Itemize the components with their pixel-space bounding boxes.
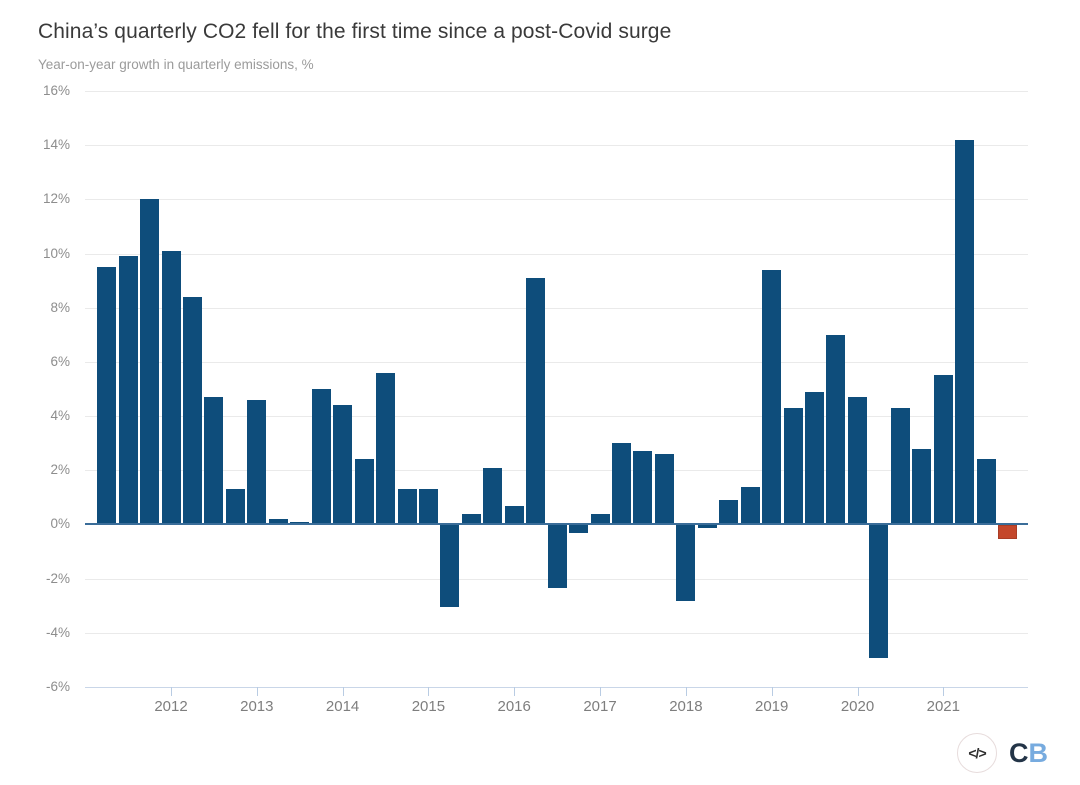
bar-2013-q3 — [311, 389, 331, 525]
bar-2017-q1 — [611, 443, 631, 525]
bar-2014-q2 — [376, 372, 395, 525]
bar-2014-q1 — [354, 459, 374, 525]
bar-2020-q1 — [869, 525, 889, 659]
bar-2016-q3 — [569, 525, 588, 534]
bar-2015-q4 — [504, 505, 524, 525]
bar-2011-q1 — [97, 267, 117, 525]
chart-footer: </> CB — [957, 733, 1048, 773]
x-tick-2015 — [428, 687, 430, 696]
y-gridline-14 — [85, 145, 1028, 147]
x-axis-label-2021: 2021 — [926, 698, 960, 715]
zero-axis-line — [85, 523, 1028, 526]
bar-2019-q4 — [847, 397, 867, 525]
x-tick-2013 — [256, 687, 258, 696]
bar-2018-q3 — [740, 486, 760, 525]
x-tick-2020 — [857, 687, 859, 696]
x-tick-2017 — [600, 687, 601, 696]
y-axis-label--4: -4% — [45, 624, 70, 640]
embed-code-icon[interactable]: </> — [957, 733, 997, 773]
bar-2013-q2 — [290, 521, 310, 525]
y-gridline-2 — [85, 470, 1028, 472]
y-axis-label-8: 8% — [50, 299, 70, 315]
bar-2018-q2 — [719, 500, 739, 525]
bar-2014-q3 — [397, 489, 417, 525]
bar-2017-q3 — [654, 454, 674, 525]
y-axis-label-0: 0% — [50, 516, 70, 532]
y-gridline-16 — [85, 91, 1028, 92]
bar-2014-q4 — [418, 489, 438, 525]
x-axis-label-2013: 2013 — [240, 698, 274, 715]
bar-2011-q2 — [118, 256, 138, 525]
chart-subtitle: Year-on-year growth in quarterly emissio… — [38, 57, 314, 72]
y-axis-label--2: -2% — [45, 570, 70, 586]
bar-2011-q3 — [140, 199, 160, 525]
logo-letter-b: B — [1028, 738, 1049, 768]
x-axis-label-2012: 2012 — [154, 698, 188, 715]
bar-2019-q2 — [805, 391, 824, 525]
x-tick-2014 — [342, 687, 344, 696]
bar-2012-q3 — [225, 489, 245, 525]
y-gridline-10 — [85, 253, 1028, 255]
bar-2020-q3 — [912, 448, 932, 525]
x-axis-label-2017: 2017 — [583, 698, 617, 715]
bar-2019-q3 — [826, 334, 846, 525]
bar-2013-q4 — [333, 405, 353, 525]
x-tick-2019 — [771, 687, 773, 696]
bar-2017-q2 — [633, 451, 653, 525]
y-gridline-12 — [85, 199, 1028, 201]
bar-2021-q1 — [955, 139, 975, 525]
y-axis-label--6: -6% — [45, 679, 70, 694]
x-tick-2021 — [943, 687, 945, 696]
bar-2015-q3 — [483, 467, 503, 525]
bar-2012-q4 — [247, 399, 267, 525]
y-axis-label-4: 4% — [50, 408, 70, 424]
bar-2011-q4 — [161, 250, 181, 525]
y-gridline-8 — [85, 307, 1028, 309]
bar-2018-q1 — [697, 525, 717, 529]
y-axis-label-14: 14% — [42, 137, 70, 153]
chart-title: China’s quarterly CO2 fell for the first… — [38, 20, 672, 43]
y-gridline--6 — [85, 687, 1028, 688]
x-axis-label-2016: 2016 — [497, 698, 531, 715]
y-gridline-6 — [85, 361, 1028, 363]
bar-2016-q1 — [526, 277, 546, 525]
bar-2017-q4 — [676, 525, 696, 602]
bar-2021-q2 — [976, 459, 996, 525]
y-axis-label-12: 12% — [42, 191, 70, 207]
x-axis-label-2014: 2014 — [325, 698, 360, 715]
x-axis-label-2018: 2018 — [669, 698, 703, 715]
bar-2016-q4 — [590, 513, 610, 525]
y-axis-label-2: 2% — [50, 462, 70, 478]
bar-2015-q2 — [461, 513, 481, 525]
y-axis-label-6: 6% — [50, 353, 70, 369]
bar-2012-q2 — [204, 397, 224, 525]
y-gridline-4 — [85, 416, 1028, 418]
x-tick-2016 — [514, 687, 516, 696]
logo-letter-c: C — [1009, 738, 1029, 768]
bar-2015-q1 — [440, 525, 460, 607]
x-axis-label-2019: 2019 — [755, 698, 789, 715]
bar-2018-q4 — [762, 269, 782, 525]
carbon-brief-logo[interactable]: CB — [1009, 734, 1048, 772]
x-axis-label-2020: 2020 — [840, 698, 875, 715]
bar-2013-q1 — [268, 519, 288, 525]
bar-2020-q2 — [890, 408, 910, 525]
bar-2016-q2 — [547, 525, 567, 588]
y-axis-label-10: 10% — [42, 245, 70, 261]
bar-2021-q3 — [998, 525, 1017, 539]
bar-2019-q1 — [783, 408, 803, 525]
bar-2012-q1 — [182, 296, 202, 525]
x-axis-label-2015: 2015 — [411, 698, 446, 715]
x-tick-2012 — [171, 687, 172, 696]
bar-2020-q4 — [933, 375, 953, 525]
y-gridline--4 — [85, 632, 1028, 634]
y-axis-label-16: 16% — [42, 83, 70, 98]
x-tick-2018 — [685, 687, 687, 696]
